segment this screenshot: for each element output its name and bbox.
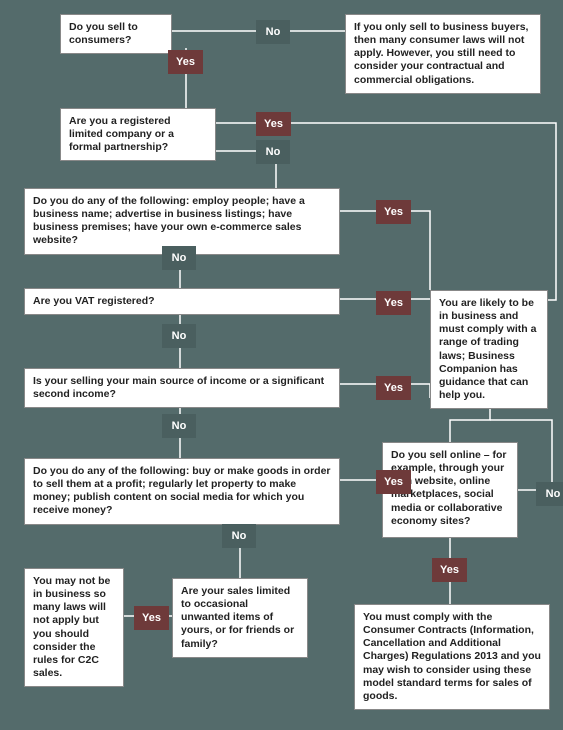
badge-b_q4_yes: Yes bbox=[376, 291, 411, 315]
badge-b_q3_no: No bbox=[162, 246, 196, 270]
edge-16 bbox=[410, 384, 430, 398]
node-q2: Are you a registered limited company or … bbox=[60, 108, 216, 161]
node-q1: Do you sell to consumers? bbox=[60, 14, 172, 54]
badge-b_q3_yes: Yes bbox=[376, 200, 411, 224]
node-r2: You are likely to be in business and mus… bbox=[430, 290, 548, 409]
edge-8 bbox=[410, 211, 430, 290]
badge-b_q6_yes: Yes bbox=[376, 470, 411, 494]
badge-b_q1_no: No bbox=[256, 20, 290, 44]
node-q3: Do you do any of the following: employ p… bbox=[24, 188, 340, 255]
node-r3: You may not be in business so many laws … bbox=[24, 568, 124, 687]
badge-b_q7_yes: Yes bbox=[432, 558, 467, 582]
node-q5: Is your selling your main source of inco… bbox=[24, 368, 340, 408]
node-q4: Are you VAT registered? bbox=[24, 288, 340, 315]
badge-b_q2_no: No bbox=[256, 140, 290, 164]
badge-b_q8_yes: Yes bbox=[134, 606, 169, 630]
badge-b_q2_yes: Yes bbox=[256, 112, 291, 136]
badge-b_q5_yes: Yes bbox=[376, 376, 411, 400]
badge-b_q6_no: No bbox=[222, 524, 256, 548]
badge-b_q1_yes: Yes bbox=[168, 50, 203, 74]
flowchart-canvas: Do you sell to consumers? If you only sel… bbox=[0, 0, 563, 730]
badge-b_q5_no: No bbox=[162, 414, 196, 438]
node-q6: Do you do any of the following: buy or m… bbox=[24, 458, 340, 525]
node-r4: You must comply with the Consumer Contra… bbox=[354, 604, 550, 710]
node-r1: If you only sell to business buyers, the… bbox=[345, 14, 541, 94]
badge-b_q7_no: No bbox=[536, 482, 563, 506]
badge-b_q4_no: No bbox=[162, 324, 196, 348]
node-q8: Are your sales limited to occasional unw… bbox=[172, 578, 308, 658]
